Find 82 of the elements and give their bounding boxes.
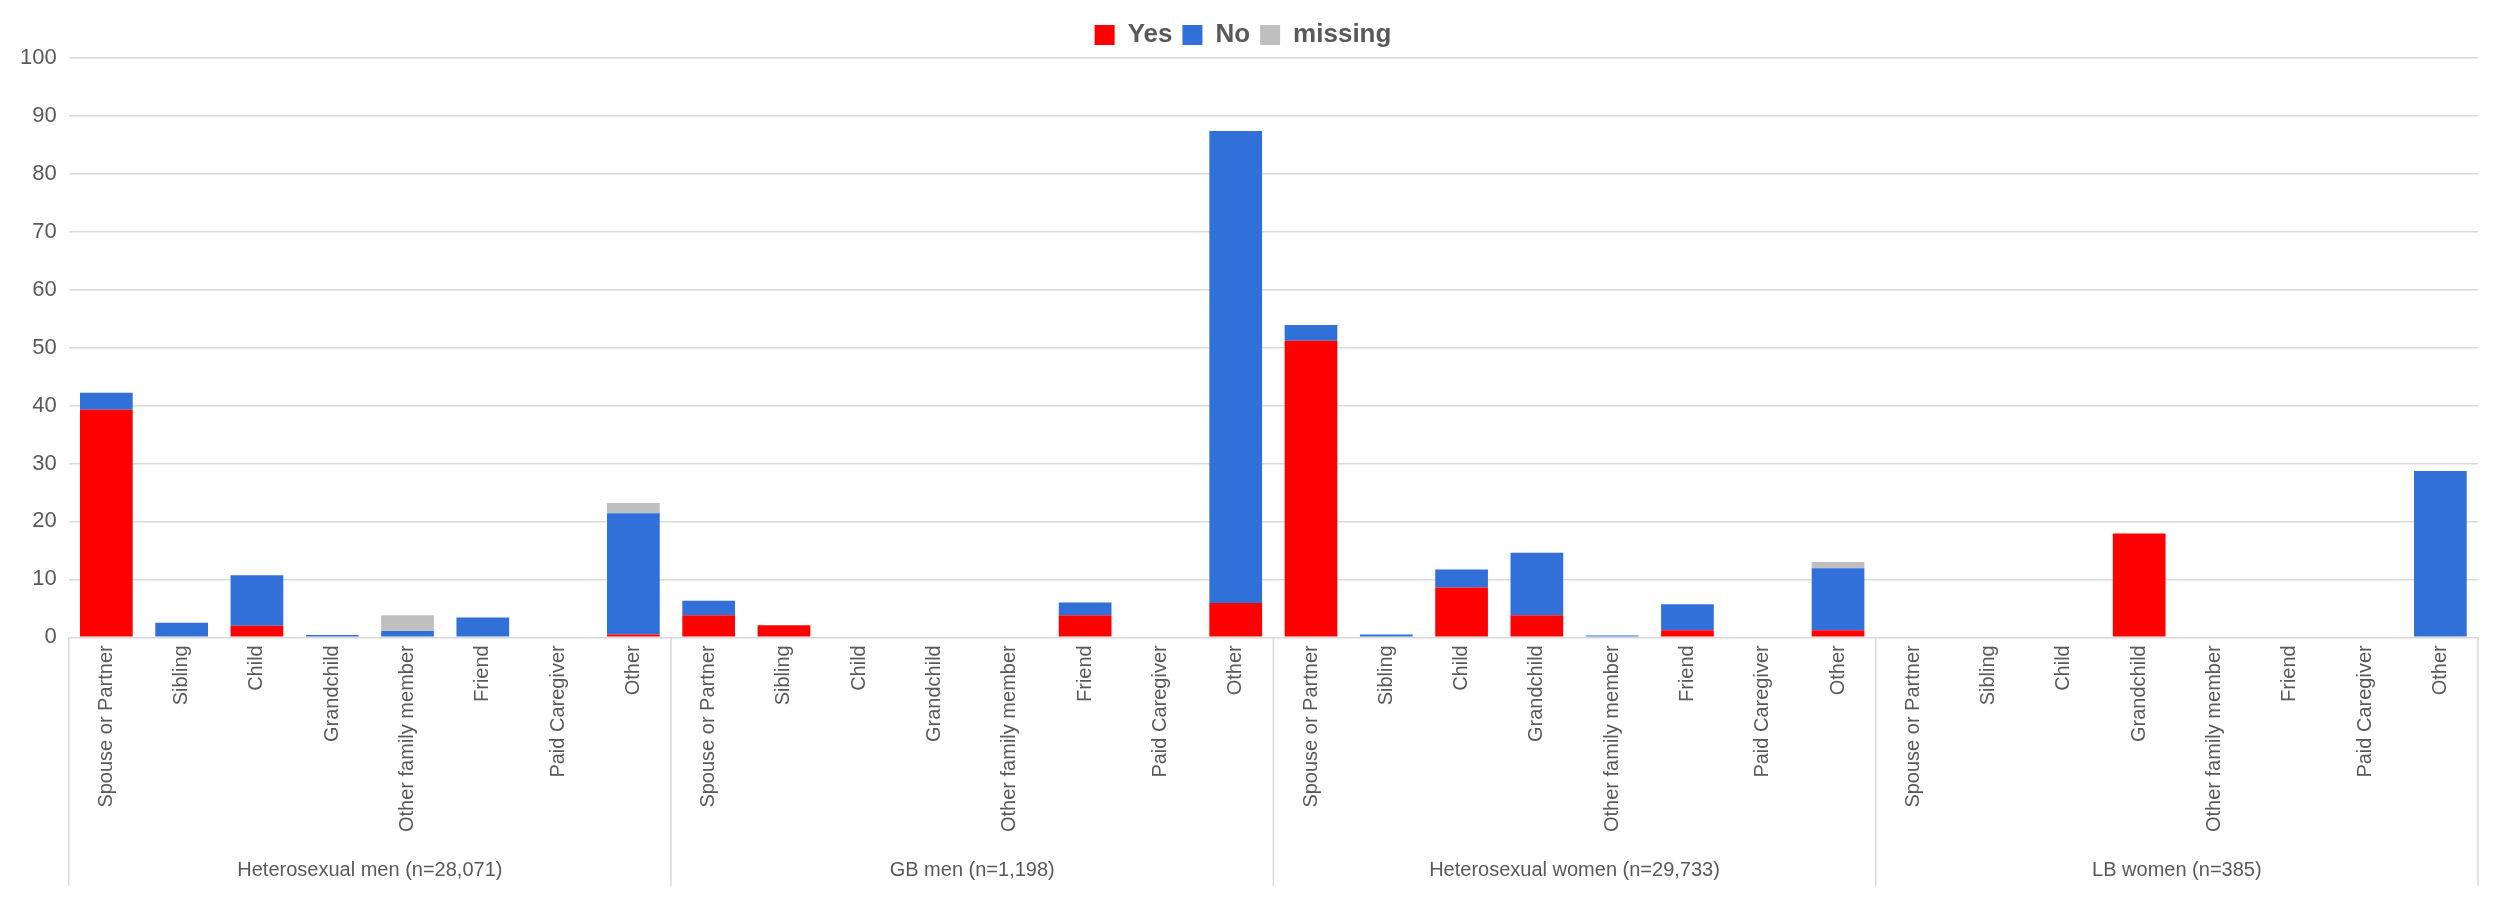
- x-tick-label: Other family member: [395, 644, 418, 833]
- y-tick-label: 50: [32, 333, 57, 359]
- bar: [682, 600, 736, 616]
- x-tick-label: Other: [1825, 644, 1848, 696]
- x-tick-label: Paid Caregiver: [1147, 644, 1170, 778]
- x-tick-label: Sibling: [1373, 645, 1396, 706]
- bar: [1435, 569, 1488, 588]
- text: Heterosexual men (n=28,071): [237, 857, 503, 880]
- x-tick-label: Paid Caregiver: [2352, 644, 2375, 778]
- bar: [607, 513, 660, 635]
- text: GB men (n=1,198): [889, 857, 1055, 880]
- bar: [230, 575, 284, 626]
- x-tick-label: Other family member: [1599, 644, 1622, 833]
- bar: [381, 630, 434, 637]
- bar: [1058, 615, 1112, 637]
- x-tick-label: Grandchild: [2126, 645, 2149, 743]
- y-tick-label: 90: [32, 101, 57, 127]
- bar: [155, 622, 208, 637]
- x-tick-label: Child: [2051, 645, 2074, 691]
- x-tick-label: Friend: [470, 645, 493, 702]
- bar: [381, 615, 434, 631]
- x-tick-label: Friend: [1072, 645, 1095, 702]
- x-tick-label: Sibling: [169, 645, 192, 706]
- legend-label: No: [1215, 18, 1251, 49]
- x-tick-label: Paid Caregiver: [545, 644, 568, 778]
- bar: [1661, 630, 1714, 637]
- legend-label: missing: [1293, 18, 1392, 49]
- text: LB women (n=385): [2092, 857, 2262, 880]
- x-tick-label: Friend: [2277, 645, 2300, 702]
- bar: [1284, 340, 1338, 637]
- text: Heterosexual women (n=29,733): [1429, 857, 1720, 880]
- y-tick-label: 60: [32, 275, 57, 301]
- y-tick-label: 80: [32, 159, 57, 185]
- bar: [1435, 587, 1488, 637]
- x-tick-label: Grandchild: [319, 645, 342, 743]
- bar: [1811, 630, 1865, 637]
- x-tick-label: Spouse or Partner: [1298, 644, 1321, 808]
- bar: [1058, 602, 1112, 616]
- x-tick-label: Other family member: [2202, 644, 2224, 833]
- bar: [1811, 561, 1865, 569]
- bar: [456, 617, 510, 637]
- bar: [2414, 471, 2467, 637]
- bar: [1510, 615, 1564, 637]
- x-tick-label: Grandchild: [1524, 645, 1547, 743]
- x-tick-label: Other: [1223, 644, 1246, 696]
- x-tick-label: Paid Caregiver: [1750, 644, 1773, 778]
- x-tick-label: Spouse or Partner: [93, 644, 116, 808]
- x-tick-label: Sibling: [1976, 645, 1999, 706]
- x-tick-label: Friend: [1674, 645, 1697, 702]
- bar: [1284, 325, 1338, 341]
- bar: [682, 615, 736, 637]
- x-tick-label: Child: [846, 645, 869, 691]
- y-tick-label: 100: [19, 44, 57, 70]
- bar: [230, 625, 284, 637]
- x-tick-label: Other family member: [997, 644, 1020, 833]
- y-tick-label: 30: [32, 449, 57, 475]
- bar: [757, 625, 811, 637]
- bar: [1661, 604, 1714, 631]
- x-tick-label: Child: [1449, 645, 1472, 691]
- y-tick-label: 40: [32, 391, 57, 417]
- x-tick-label: Other: [2427, 644, 2450, 696]
- bar: [607, 634, 660, 637]
- legend-label: Yes: [1127, 18, 1173, 49]
- bar: [1359, 634, 1413, 637]
- y-tick-label: 70: [32, 217, 57, 243]
- x-tick-label: Child: [244, 645, 267, 691]
- x-tick-label: Spouse or Partner: [696, 644, 719, 808]
- bar: [1510, 552, 1564, 616]
- x-tick-label: Spouse or Partner: [1900, 644, 1923, 808]
- bar: [80, 409, 133, 637]
- bar: [1811, 568, 1865, 631]
- bar: [2112, 533, 2166, 637]
- bar: [1209, 603, 1263, 637]
- y-tick-label: 20: [32, 507, 57, 533]
- y-tick-label: 0: [44, 623, 57, 649]
- bar: [607, 502, 660, 514]
- bar: [1209, 130, 1263, 604]
- x-tick-label: Other: [620, 644, 643, 696]
- y-tick-label: 10: [32, 565, 57, 591]
- x-tick-label: Sibling: [771, 645, 794, 706]
- bar: [80, 392, 133, 410]
- x-tick-label: Grandchild: [922, 645, 945, 743]
